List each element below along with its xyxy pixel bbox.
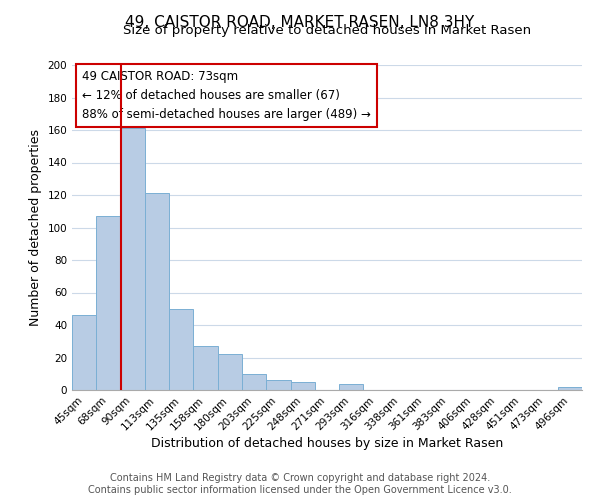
Bar (72, 316, 96, 390)
Bar (558, 387, 582, 390)
Y-axis label: Number of detached properties: Number of detached properties (29, 129, 42, 326)
Bar (218, 354, 242, 390)
Bar (266, 380, 290, 390)
Text: 49, CAISTOR ROAD, MARKET RASEN, LN8 3HY: 49, CAISTOR ROAD, MARKET RASEN, LN8 3HY (125, 15, 475, 30)
Bar (242, 374, 266, 390)
Bar (169, 308, 193, 390)
Bar (121, 128, 145, 390)
Bar (145, 194, 169, 390)
Title: Size of property relative to detached houses in Market Rasen: Size of property relative to detached ho… (123, 24, 531, 38)
Bar (290, 382, 315, 390)
X-axis label: Distribution of detached houses by size in Market Rasen: Distribution of detached houses by size … (151, 438, 503, 450)
Text: Contains HM Land Registry data © Crown copyright and database right 2024.
Contai: Contains HM Land Registry data © Crown c… (88, 474, 512, 495)
Bar (96, 216, 121, 390)
Bar (193, 346, 218, 390)
Bar (339, 384, 364, 390)
Text: 49 CAISTOR ROAD: 73sqm
← 12% of detached houses are smaller (67)
88% of semi-det: 49 CAISTOR ROAD: 73sqm ← 12% of detached… (82, 70, 371, 121)
